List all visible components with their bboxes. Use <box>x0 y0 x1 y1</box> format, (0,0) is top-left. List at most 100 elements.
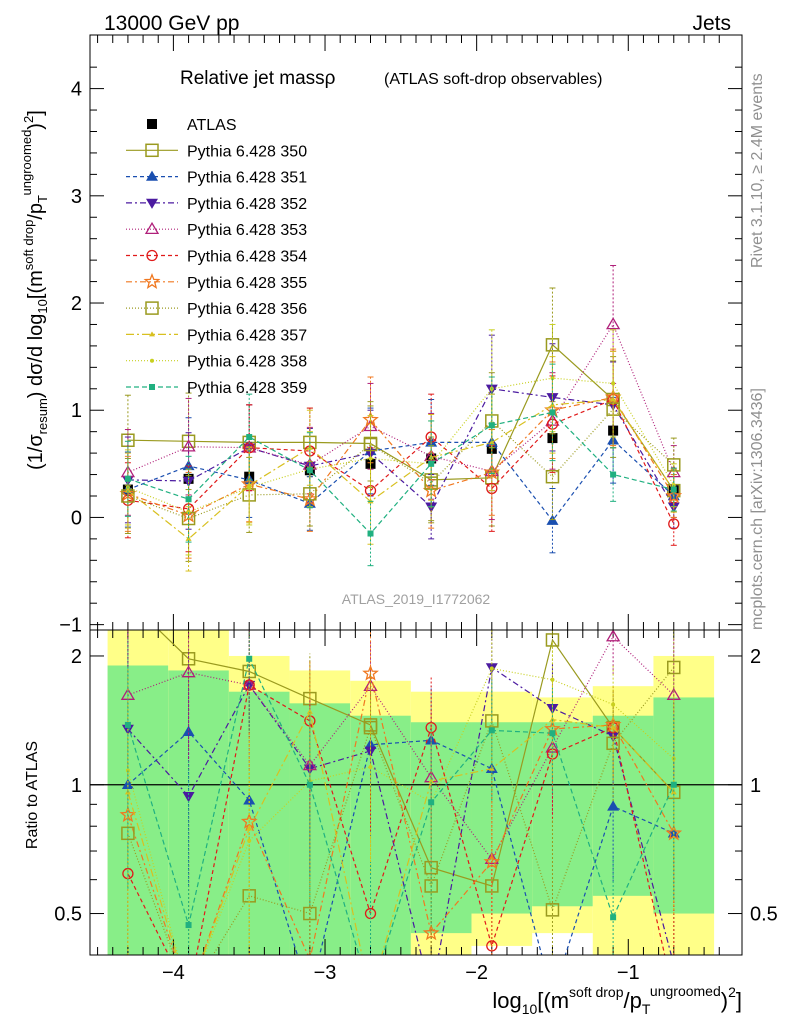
ratio-data-point <box>425 991 437 1001</box>
data-point <box>428 460 435 467</box>
ratio-data-point <box>240 812 258 829</box>
legend-entry: ATLAS <box>147 117 237 134</box>
ratio-data-point <box>187 993 191 997</box>
legend-label: Pythia 6.428 350 <box>187 143 307 160</box>
ratio-series-line <box>127 673 675 955</box>
ratio-data-point <box>306 781 313 788</box>
ratio-y-tick-label: 2 <box>71 646 82 668</box>
ratio-data-point <box>304 989 316 999</box>
x-axis-label: log10[(msoft drop/pTungroomed)2] <box>492 983 742 1017</box>
ratio-data-point <box>549 730 556 737</box>
legend-marker <box>146 170 158 181</box>
ratio-data-point <box>670 789 677 795</box>
data-point <box>247 485 252 490</box>
ratio-data-point <box>363 720 378 735</box>
ratio-data-point <box>303 906 317 921</box>
data-point <box>363 437 378 452</box>
legend-entry: Pythia 6.428 357 <box>126 327 307 344</box>
ratio-data-point <box>428 799 435 806</box>
x-tick-label: −1 <box>617 962 640 984</box>
ratio-data-point <box>368 992 374 998</box>
ratio-data-point <box>489 666 494 671</box>
header-left: 13000 GeV pp <box>104 12 239 35</box>
ratio-data-point <box>610 914 617 921</box>
ratio-data-point <box>606 736 620 751</box>
main-panel: −1 0 1 2 3 4 (1/σresum) dσ/d log10[(msoft dro… <box>19 34 743 637</box>
ratio-data-point <box>488 727 495 734</box>
analysis-id: ATLAS_2019_I1772062 <box>342 591 491 607</box>
ratio-data-point <box>247 838 252 843</box>
band-inner <box>350 715 411 955</box>
ratio-data-point <box>667 660 681 675</box>
series-line <box>127 388 675 508</box>
data-point <box>488 422 495 429</box>
ratio-data-point <box>124 721 131 728</box>
legend-marker <box>143 273 161 289</box>
y-tick-label: 1 <box>71 400 82 422</box>
series-line <box>127 398 675 540</box>
series-line <box>127 411 674 535</box>
series-line <box>127 377 675 513</box>
legend-entry: Pythia 6.428 356 <box>126 301 307 318</box>
legend-entry: Pythia 6.428 350 <box>126 143 307 160</box>
legend-label: Pythia 6.428 354 <box>187 249 307 266</box>
series-line <box>127 398 675 525</box>
legend-entry: Pythia 6.428 358 <box>126 354 307 371</box>
data-point <box>246 434 253 441</box>
data-point <box>610 471 617 478</box>
legend-marker <box>145 301 159 315</box>
chart-title-main: Relative jet massρ <box>180 68 336 89</box>
data-point <box>549 409 556 416</box>
data-point <box>186 510 191 515</box>
series-line <box>127 396 675 516</box>
rivet-label: Rivet 3.1.10, ≥ 2.4M events <box>749 73 766 268</box>
ratio-series-line <box>127 666 672 955</box>
ratio-frame <box>89 629 743 956</box>
ratio-series-line <box>127 730 675 955</box>
data-point <box>610 396 617 402</box>
legend-marker <box>146 249 158 262</box>
legend-entry: Pythia 6.428 352 <box>126 196 307 213</box>
ratio-data-point <box>306 708 313 714</box>
ratio-data-point <box>246 825 253 831</box>
data-point <box>185 496 192 503</box>
ratio-data-point <box>182 988 195 1001</box>
y-tick-label: 4 <box>71 79 82 101</box>
series-line <box>127 323 675 473</box>
ratio-data-point <box>243 794 256 805</box>
series-line <box>127 408 675 520</box>
data-point <box>545 469 560 484</box>
ratio-data-point <box>483 853 501 870</box>
mcplots-label: mcplots.cern.ch [arXiv:1306.3436] <box>749 388 766 630</box>
y-tick-label: 3 <box>71 186 82 208</box>
band-inner <box>653 697 715 914</box>
ratio-data-point <box>181 665 196 678</box>
legend: ATLAS Pythia 6.428 350 Pythia 6.428 351 Pyt… <box>126 117 307 397</box>
ratio-data-point <box>368 765 373 770</box>
legend-marker <box>150 358 154 363</box>
ratio-data-point <box>185 922 192 929</box>
ratio-data-point <box>545 633 560 647</box>
band-inner <box>107 665 169 955</box>
band-inner <box>168 670 229 955</box>
main-tick-marks <box>90 35 742 630</box>
data-point <box>605 317 621 330</box>
legend-label: ATLAS <box>187 117 237 134</box>
ratio-data-point <box>122 594 134 606</box>
ratio-series-line <box>127 710 675 955</box>
y-tick-label: 2 <box>71 293 82 315</box>
data-point <box>550 376 555 381</box>
legend-entry: Pythia 6.428 354 <box>126 249 307 266</box>
series-line <box>127 343 675 491</box>
band-inner <box>410 722 472 934</box>
ratio-data-point <box>368 992 374 997</box>
legend-entry: Pythia 6.428 353 <box>126 221 307 239</box>
data-point <box>670 486 677 493</box>
ratio-series-line <box>127 667 675 955</box>
series-359 <box>124 363 677 567</box>
ratio-data-point <box>484 851 499 865</box>
ratio-series-line <box>127 656 675 955</box>
legend-label: Pythia 6.428 357 <box>187 327 307 344</box>
ratio-series-group <box>119 594 683 1001</box>
ratio-y-tick-label-right: 0.5 <box>750 904 778 926</box>
